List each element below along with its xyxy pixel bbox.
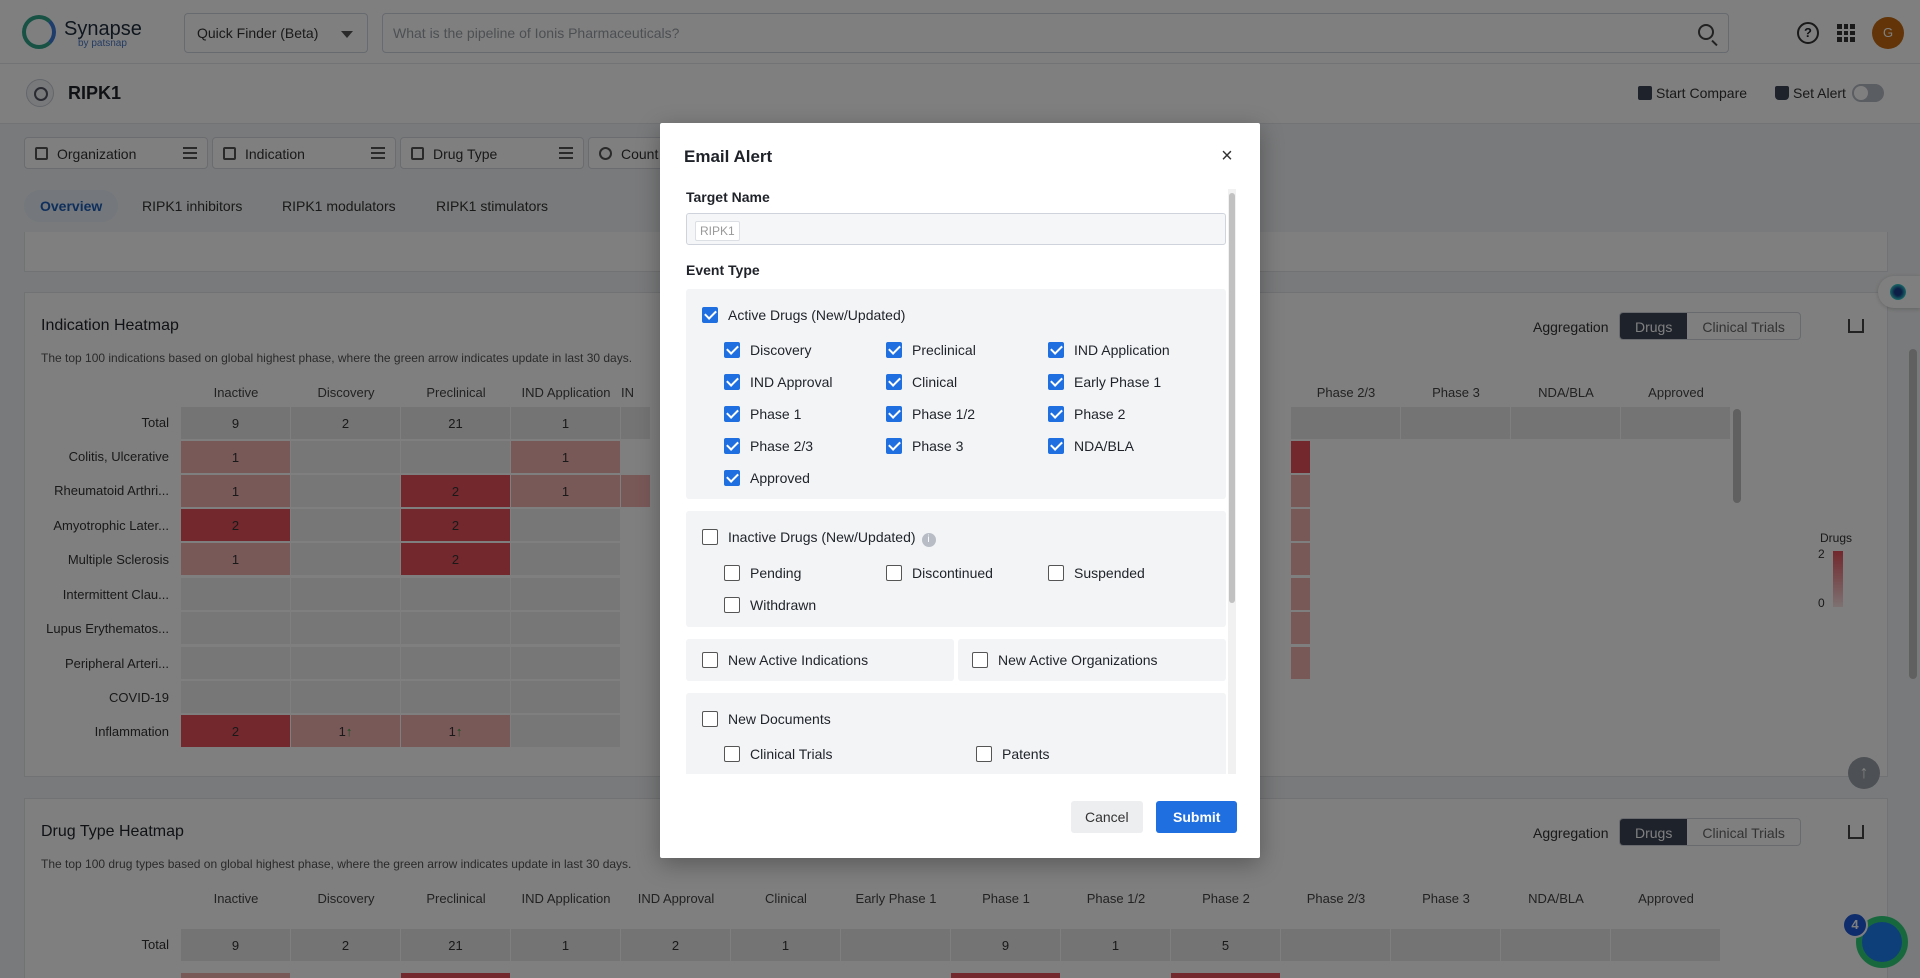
active-drugs-group: Active Drugs (New/Updated) Discovery Pre…	[686, 289, 1226, 499]
info-icon[interactable]: i	[922, 533, 936, 547]
checkbox-inactive-drugs[interactable]: Inactive Drugs (New/Updated) i	[702, 529, 936, 547]
checkbox-box	[702, 652, 718, 668]
checkbox-box	[724, 342, 740, 358]
cancel-button[interactable]: Cancel	[1071, 801, 1143, 833]
checkbox-box	[886, 438, 902, 454]
checkbox-box	[1048, 342, 1064, 358]
modal-scrollbar[interactable]	[1228, 189, 1236, 774]
checkbox-patents[interactable]: Patents	[976, 746, 1049, 763]
checkbox-box	[724, 374, 740, 390]
checkbox-new-active-organizations[interactable]: New Active Organizations	[972, 652, 1158, 669]
checkbox-label: Active Drugs (New/Updated)	[728, 307, 905, 323]
checkbox-nda-bla[interactable]: NDA/BLA	[1048, 438, 1134, 455]
checkbox-box	[976, 746, 992, 762]
checkbox-suspended[interactable]: Suspended	[1048, 565, 1145, 582]
checkbox-box	[886, 342, 902, 358]
checkbox-label: Withdrawn	[750, 597, 816, 613]
checkbox-box	[1048, 406, 1064, 422]
checkbox-label: Phase 1/2	[912, 406, 975, 422]
event-type-label: Event Type	[686, 262, 760, 278]
checkbox-box	[1048, 374, 1064, 390]
checkbox-phase-1[interactable]: Phase 1	[724, 406, 801, 423]
checkbox-label: IND Approval	[750, 374, 832, 390]
checkbox-label: Phase 3	[912, 438, 963, 454]
checkbox-phase-2[interactable]: Phase 2	[1048, 406, 1125, 423]
checkbox-early-phase-1[interactable]: Early Phase 1	[1048, 374, 1161, 391]
checkbox-label: Clinical Trials	[750, 746, 832, 762]
target-name-label: Target Name	[686, 189, 770, 205]
email-alert-modal: Email Alert × Target Name RIPK1 Event Ty…	[660, 123, 1260, 858]
checkbox-label: New Active Indications	[728, 652, 868, 668]
checkbox-label: Early Phase 1	[1074, 374, 1161, 390]
modal-title: Email Alert	[684, 147, 772, 167]
checkbox-clinical-trials[interactable]: Clinical Trials	[724, 746, 832, 763]
checkbox-box	[724, 746, 740, 762]
checkbox-phase-1-2[interactable]: Phase 1/2	[886, 406, 975, 423]
checkbox-label: Approved	[750, 470, 810, 486]
checkbox-box	[1048, 438, 1064, 454]
checkbox-label: Pending	[750, 565, 801, 581]
checkbox-box	[972, 652, 988, 668]
checkbox-box	[1048, 565, 1064, 581]
checkbox-clinical[interactable]: Clinical	[886, 374, 957, 391]
checkbox-label: New Documents	[728, 711, 831, 727]
checkbox-box	[702, 711, 718, 727]
checkbox-box	[702, 529, 718, 545]
checkbox-box	[724, 438, 740, 454]
new-documents-group: New Documents Clinical Trials Patents	[686, 693, 1226, 774]
checkbox-label: Preclinical	[912, 342, 976, 358]
checkbox-preclinical[interactable]: Preclinical	[886, 342, 976, 359]
checkbox-box	[724, 406, 740, 422]
checkbox-label: NDA/BLA	[1074, 438, 1134, 454]
checkbox-box	[724, 565, 740, 581]
checkbox-box	[702, 307, 718, 323]
target-name-tag: RIPK1	[695, 221, 740, 241]
modal-body: Target Name RIPK1 Event Type Active Drug…	[686, 189, 1238, 774]
inactive-drugs-group: Inactive Drugs (New/Updated) i Pending Di…	[686, 511, 1226, 627]
checkbox-active-drugs[interactable]: Active Drugs (New/Updated)	[702, 307, 905, 324]
new-active-indications-group: New Active Indications	[686, 639, 954, 681]
checkbox-label: Suspended	[1074, 565, 1145, 581]
checkbox-box	[886, 565, 902, 581]
checkbox-label: Phase 2/3	[750, 438, 813, 454]
checkbox-label: Clinical	[912, 374, 957, 390]
checkbox-label: Discontinued	[912, 565, 993, 581]
checkbox-phase-3[interactable]: Phase 3	[886, 438, 963, 455]
checkbox-box	[724, 597, 740, 613]
checkbox-phase-2-3[interactable]: Phase 2/3	[724, 438, 813, 455]
checkbox-box	[724, 470, 740, 486]
submit-button[interactable]: Submit	[1156, 801, 1237, 833]
close-icon[interactable]: ×	[1216, 145, 1238, 167]
checkbox-discontinued[interactable]: Discontinued	[886, 565, 993, 582]
checkbox-withdrawn[interactable]: Withdrawn	[724, 597, 816, 614]
checkbox-discovery[interactable]: Discovery	[724, 342, 811, 359]
checkbox-label: Patents	[1002, 746, 1049, 762]
checkbox-label: IND Application	[1074, 342, 1170, 358]
checkbox-ind-application[interactable]: IND Application	[1048, 342, 1170, 359]
checkbox-box	[886, 406, 902, 422]
checkbox-new-active-indications[interactable]: New Active Indications	[702, 652, 868, 669]
target-name-input[interactable]: RIPK1	[686, 213, 1226, 245]
new-active-organizations-group: New Active Organizations	[958, 639, 1226, 681]
checkbox-box	[886, 374, 902, 390]
checkbox-ind-approval[interactable]: IND Approval	[724, 374, 832, 391]
checkbox-new-documents[interactable]: New Documents	[702, 711, 831, 728]
checkbox-approved[interactable]: Approved	[724, 470, 810, 487]
checkbox-label: Inactive Drugs (New/Updated)	[728, 529, 916, 545]
checkbox-label: Phase 2	[1074, 406, 1125, 422]
modal-scroll-thumb[interactable]	[1229, 193, 1235, 603]
checkbox-pending[interactable]: Pending	[724, 565, 801, 582]
checkbox-label: Discovery	[750, 342, 811, 358]
checkbox-label: New Active Organizations	[998, 652, 1158, 668]
checkbox-label: Phase 1	[750, 406, 801, 422]
